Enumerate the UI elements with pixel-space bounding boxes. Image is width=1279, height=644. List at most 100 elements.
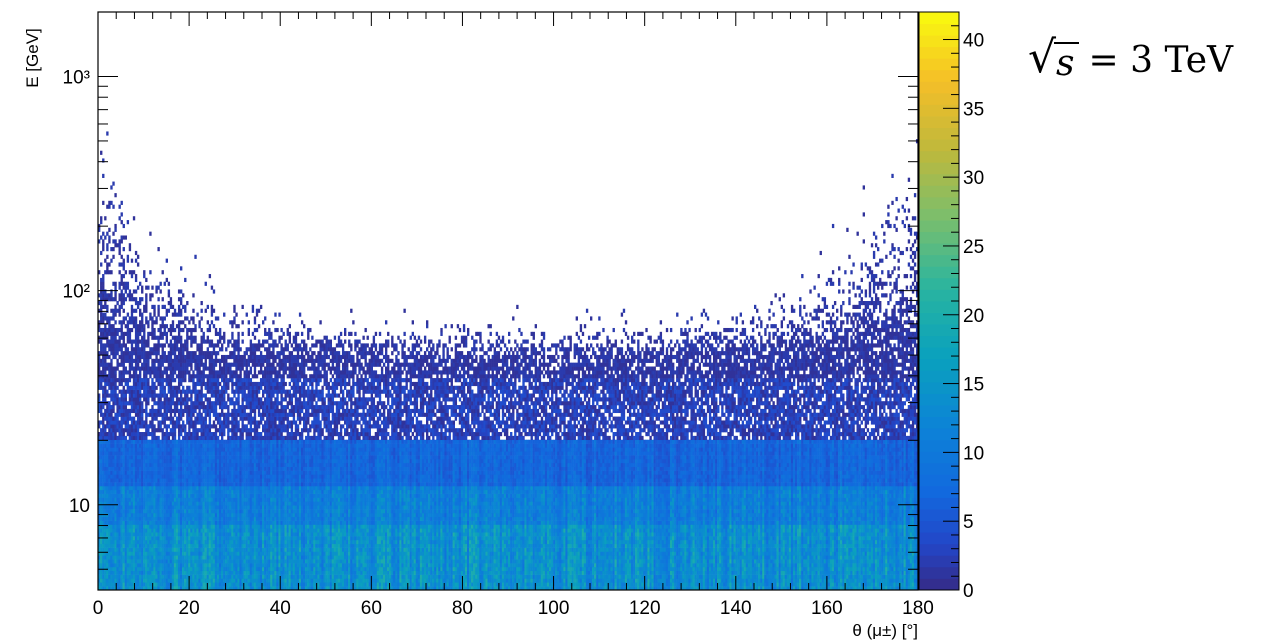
heatmap-cell xyxy=(709,555,711,559)
heatmap-cell xyxy=(524,559,526,563)
heatmap-cell xyxy=(684,582,686,586)
heatmap-cell xyxy=(303,551,305,555)
heatmap-cell xyxy=(291,575,293,579)
heatmap-cell xyxy=(196,563,198,567)
heatmap-cell xyxy=(588,548,590,552)
heatmap-cell xyxy=(418,551,420,555)
heatmap-cell xyxy=(608,555,610,559)
heatmap-cell xyxy=(715,555,717,559)
heatmap-cell xyxy=(529,571,531,575)
heatmap-cell xyxy=(559,555,561,559)
heatmap-cell xyxy=(449,555,451,559)
heatmap-cell xyxy=(209,559,211,563)
heatmap-cell xyxy=(287,575,289,579)
heatmap-cell xyxy=(625,544,627,548)
heatmap-cell xyxy=(637,578,639,582)
heatmap-cell xyxy=(137,563,139,567)
heatmap-cell xyxy=(567,559,569,563)
heatmap-cell xyxy=(660,551,662,555)
heatmap-cell xyxy=(112,582,114,586)
heatmap-cell xyxy=(770,571,772,575)
heatmap-cell xyxy=(674,567,676,571)
heatmap-cell xyxy=(705,559,707,563)
heatmap-cell xyxy=(108,555,110,559)
heatmap-cell xyxy=(809,582,811,586)
heatmap-cell xyxy=(135,567,137,571)
heatmap-cell xyxy=(321,540,323,544)
heatmap-cell xyxy=(639,578,641,582)
heatmap-cell xyxy=(664,551,666,555)
heatmap-cell xyxy=(393,548,395,552)
heatmap-cell xyxy=(406,575,408,579)
heatmap-cell xyxy=(695,578,697,582)
heatmap-cell xyxy=(746,555,748,559)
heatmap-cell xyxy=(881,575,883,579)
heatmap-cell xyxy=(721,582,723,586)
heatmap-cell xyxy=(332,555,334,559)
heatmap-cell xyxy=(539,555,541,559)
heatmap-cell xyxy=(198,567,200,571)
heatmap-cell xyxy=(754,575,756,579)
heatmap-cell xyxy=(131,540,133,544)
heatmap-cell xyxy=(500,559,502,563)
heatmap-cell xyxy=(295,548,297,552)
heatmap-cell xyxy=(342,555,344,559)
heatmap-cell xyxy=(135,582,137,586)
heatmap-cell xyxy=(533,567,535,571)
heatmap-cell xyxy=(223,567,225,571)
heatmap-cell xyxy=(254,559,256,563)
heatmap-cell xyxy=(707,544,709,548)
heatmap-cell xyxy=(108,551,110,555)
heatmap-cell xyxy=(467,575,469,579)
heatmap-cell xyxy=(360,578,362,582)
heatmap-cell xyxy=(291,540,293,544)
heatmap-cell xyxy=(297,578,299,582)
heatmap-cell xyxy=(783,571,785,575)
heatmap-cell xyxy=(219,578,221,582)
heatmap-cell xyxy=(832,563,834,567)
heatmap-cell xyxy=(793,544,795,548)
heatmap-cell xyxy=(334,563,336,567)
heatmap-cell xyxy=(676,563,678,567)
heatmap-cell xyxy=(822,578,824,582)
heatmap-cell xyxy=(541,567,543,571)
heatmap-cell xyxy=(141,575,143,579)
heatmap-cell xyxy=(619,578,621,582)
heatmap-cell xyxy=(520,578,522,582)
heatmap-cell xyxy=(276,548,278,552)
heatmap-cell xyxy=(584,567,586,571)
heatmap-cell xyxy=(674,578,676,582)
heatmap-cell xyxy=(818,551,820,555)
heatmap-cell xyxy=(358,582,360,586)
heatmap-cell xyxy=(375,548,377,552)
heatmap-cell xyxy=(885,567,887,571)
heatmap-cell xyxy=(768,567,770,571)
heatmap-cell xyxy=(160,582,162,586)
heatmap-cell xyxy=(731,571,733,575)
heatmap-cell xyxy=(424,559,426,563)
heatmap-cell xyxy=(408,575,410,579)
heatmap-cell xyxy=(313,540,315,544)
heatmap-cell xyxy=(506,578,508,582)
heatmap-cell xyxy=(775,551,777,555)
heatmap-cell xyxy=(182,559,184,563)
heatmap-cell xyxy=(510,571,512,575)
heatmap-cell xyxy=(457,571,459,575)
heatmap-cell xyxy=(547,571,549,575)
heatmap-cell xyxy=(438,582,440,586)
heatmap-cell xyxy=(180,567,182,571)
heatmap-cell xyxy=(760,559,762,563)
heatmap-cell xyxy=(428,578,430,582)
heatmap-cell xyxy=(239,563,241,567)
heatmap-cell xyxy=(469,555,471,559)
heatmap-cell xyxy=(278,559,280,563)
heatmap-cell xyxy=(114,551,116,555)
heatmap-cell xyxy=(447,559,449,563)
heatmap-cell xyxy=(207,578,209,582)
heatmap-cell xyxy=(447,540,449,544)
heatmap-cell xyxy=(207,548,209,552)
heatmap-cell xyxy=(879,575,881,579)
heatmap-cell xyxy=(557,571,559,575)
heatmap-cell xyxy=(557,582,559,586)
heatmap-cell xyxy=(198,571,200,575)
